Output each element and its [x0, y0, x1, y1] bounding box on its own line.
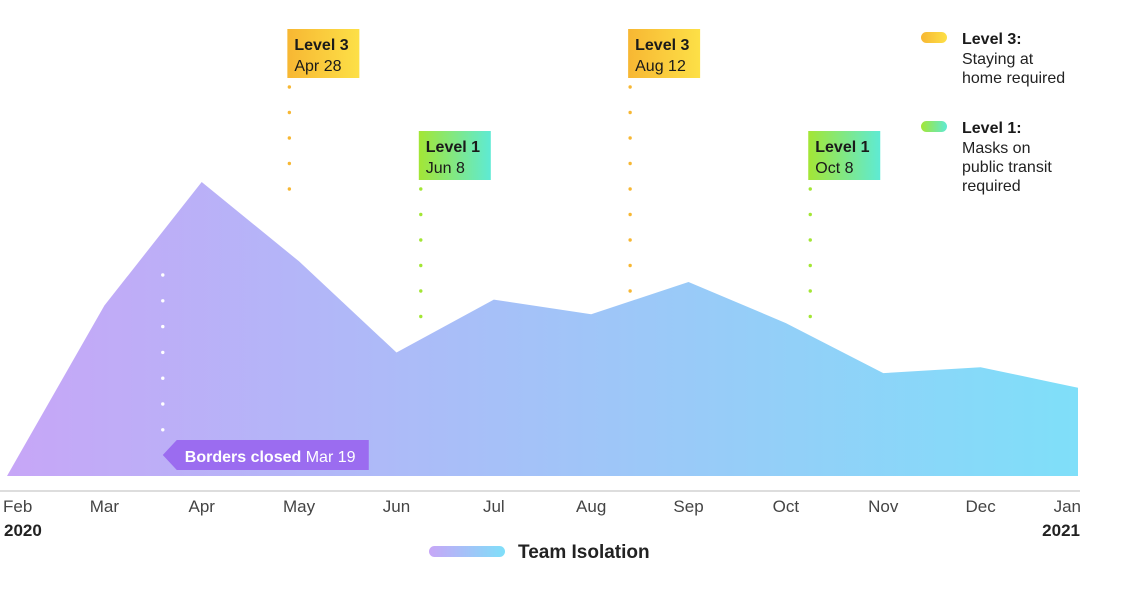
event-marker-apr28: Level 3 Apr 28 — [287, 29, 360, 191]
event-dot — [287, 110, 292, 115]
callout-flag — [162, 440, 369, 470]
event-dot — [808, 187, 812, 191]
event-badge-aug12 — [628, 29, 701, 78]
x-tick-sep: Sep — [673, 497, 703, 516]
legend-swatch — [921, 32, 947, 43]
legend-item-level-3: Level 3: Staying at home required — [921, 31, 1065, 87]
event-dot — [628, 110, 632, 115]
event-dot — [287, 85, 292, 89]
legend-swatch — [921, 121, 947, 132]
event-level-label: Level 1 — [426, 139, 480, 156]
bottom-legend-label: Team Isolation — [518, 542, 650, 563]
legend-description-line: required — [962, 178, 1021, 195]
event-dot — [419, 187, 423, 191]
event-dot — [287, 136, 292, 140]
event-dot — [628, 161, 632, 166]
borders-closed-callout: Borders closed Mar 19 — [161, 273, 369, 470]
bottom-legend-swatch — [429, 546, 505, 557]
legend-title: Level 3: — [962, 31, 1022, 48]
event-level-label: Level 3 — [294, 37, 348, 54]
x-tick-apr: Apr — [188, 497, 215, 516]
event-dot — [628, 212, 632, 217]
event-badge-apr28 — [287, 29, 360, 78]
callout-text: Borders closed Mar 19 — [185, 449, 356, 466]
event-dot — [628, 85, 632, 89]
event-dot — [628, 289, 632, 293]
event-date-label: Apr 28 — [294, 58, 341, 75]
x-tick-may: May — [283, 497, 316, 516]
event-dot — [808, 289, 812, 293]
year-end-label: 2021 — [1042, 521, 1080, 540]
event-badge-oct8 — [808, 131, 881, 180]
event-dot — [419, 212, 423, 217]
event-level-label: Level 3 — [635, 37, 689, 54]
legend-description-line: Staying at — [962, 51, 1034, 68]
team-isolation-area — [7, 182, 1078, 476]
x-tick-jul: Jul — [483, 497, 505, 516]
callout-dot — [161, 299, 165, 303]
event-marker-oct8: Level 1 Oct 8 — [808, 131, 881, 319]
event-dot — [419, 289, 423, 293]
event-dot — [419, 314, 423, 319]
year-start-label: 2020 — [4, 521, 42, 540]
callout-dot — [161, 376, 165, 380]
callout-dot — [161, 402, 165, 406]
event-dot — [628, 187, 632, 191]
event-dot — [419, 263, 423, 268]
event-badge-jun8 — [418, 131, 491, 180]
event-level-label: Level 1 — [815, 139, 869, 156]
event-date-label: Oct 8 — [815, 160, 853, 177]
x-tick-mar: Mar — [90, 497, 120, 516]
event-dot — [419, 238, 423, 242]
bottom-legend: Team Isolation — [429, 542, 650, 563]
event-marker-jun8: Level 1 Jun 8 — [418, 131, 491, 319]
legend-title: Level 1: — [962, 120, 1022, 137]
legend-description-line: public transit — [962, 159, 1052, 176]
x-tick-jan: Jan — [1054, 497, 1081, 516]
event-dot — [808, 212, 812, 217]
legend-description-line: Masks on — [962, 140, 1030, 157]
legend-item-level-1: Level 1: Masks on public transit required — [921, 120, 1052, 195]
event-dot — [808, 263, 812, 268]
x-tick-dec: Dec — [966, 497, 997, 516]
callout-dot — [161, 273, 165, 277]
event-dot — [287, 187, 292, 191]
x-tick-oct: Oct — [773, 497, 800, 516]
x-tick-nov: Nov — [868, 497, 899, 516]
callout-dot — [161, 350, 165, 355]
legend-description-line: home required — [962, 70, 1065, 87]
x-tick-jun: Jun — [383, 497, 410, 516]
event-dot — [628, 238, 632, 242]
x-tick-aug: Aug — [576, 497, 606, 516]
callout-strong-text: Borders closed — [185, 449, 306, 466]
event-dot — [808, 314, 812, 319]
event-dot — [287, 161, 292, 166]
event-dot — [628, 263, 632, 268]
callout-date-text: Mar 19 — [306, 449, 356, 466]
event-dot — [628, 136, 632, 140]
callout-dot — [161, 324, 165, 329]
callout-dot — [161, 428, 165, 432]
event-date-label: Aug 12 — [635, 58, 686, 75]
event-dot — [808, 238, 812, 242]
event-date-label: Jun 8 — [426, 160, 465, 177]
x-tick-feb: Feb — [3, 497, 32, 516]
event-marker-aug12: Level 3 Aug 12 — [628, 29, 701, 293]
